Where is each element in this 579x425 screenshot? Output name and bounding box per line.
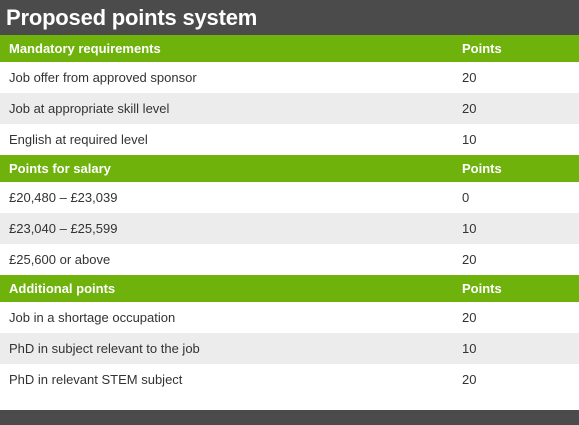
row-points: 20 xyxy=(462,252,477,267)
table-row: PhD in subject relevant to the job 10 xyxy=(0,333,579,364)
section-header-salary: Points for salary Points xyxy=(0,155,579,182)
row-label: Job offer from approved sponsor xyxy=(9,70,197,85)
section-header-label: Mandatory requirements xyxy=(9,41,161,56)
page-title: Proposed points system xyxy=(6,4,258,30)
table-row: Job at appropriate skill level 20 xyxy=(0,93,579,124)
row-points: 20 xyxy=(462,310,477,325)
table-row: £23,040 – £25,599 10 xyxy=(0,213,579,244)
row-label: Job at appropriate skill level xyxy=(9,101,170,116)
table-row: Job in a shortage occupation 20 xyxy=(0,302,579,333)
section-header-points: Points xyxy=(462,281,502,296)
row-label: £23,040 – £25,599 xyxy=(9,221,118,236)
row-points: 10 xyxy=(462,221,477,236)
table-row: £20,480 – £23,039 0 xyxy=(0,182,579,213)
section-header-points: Points xyxy=(462,41,502,56)
section-header-additional: Additional points Points xyxy=(0,275,579,302)
table-row: Job offer from approved sponsor 20 xyxy=(0,62,579,93)
row-points: 0 xyxy=(462,190,470,205)
title-bar: Proposed points system xyxy=(0,0,579,35)
footer-bar xyxy=(0,410,579,425)
table-row: £25,600 or above 20 xyxy=(0,244,579,275)
section-header-label: Additional points xyxy=(9,281,116,296)
table-row: PhD in relevant STEM subject 20 xyxy=(0,364,579,395)
row-label: PhD in subject relevant to the job xyxy=(9,341,200,356)
row-label: £25,600 or above xyxy=(9,252,111,267)
row-label: PhD in relevant STEM subject xyxy=(9,372,183,387)
row-points: 10 xyxy=(462,132,477,147)
row-points: 20 xyxy=(462,70,477,85)
row-label: English at required level xyxy=(9,132,148,147)
row-label: Job in a shortage occupation xyxy=(9,310,176,325)
section-header-mandatory: Mandatory requirements Points xyxy=(0,35,579,62)
section-header-label: Points for salary xyxy=(9,161,111,176)
row-label: £20,480 – £23,039 xyxy=(9,190,118,205)
row-points: 20 xyxy=(462,101,477,116)
table-row: English at required level 10 xyxy=(0,124,579,155)
row-points: 10 xyxy=(462,341,477,356)
row-points: 20 xyxy=(462,372,477,387)
section-header-points: Points xyxy=(462,161,502,176)
